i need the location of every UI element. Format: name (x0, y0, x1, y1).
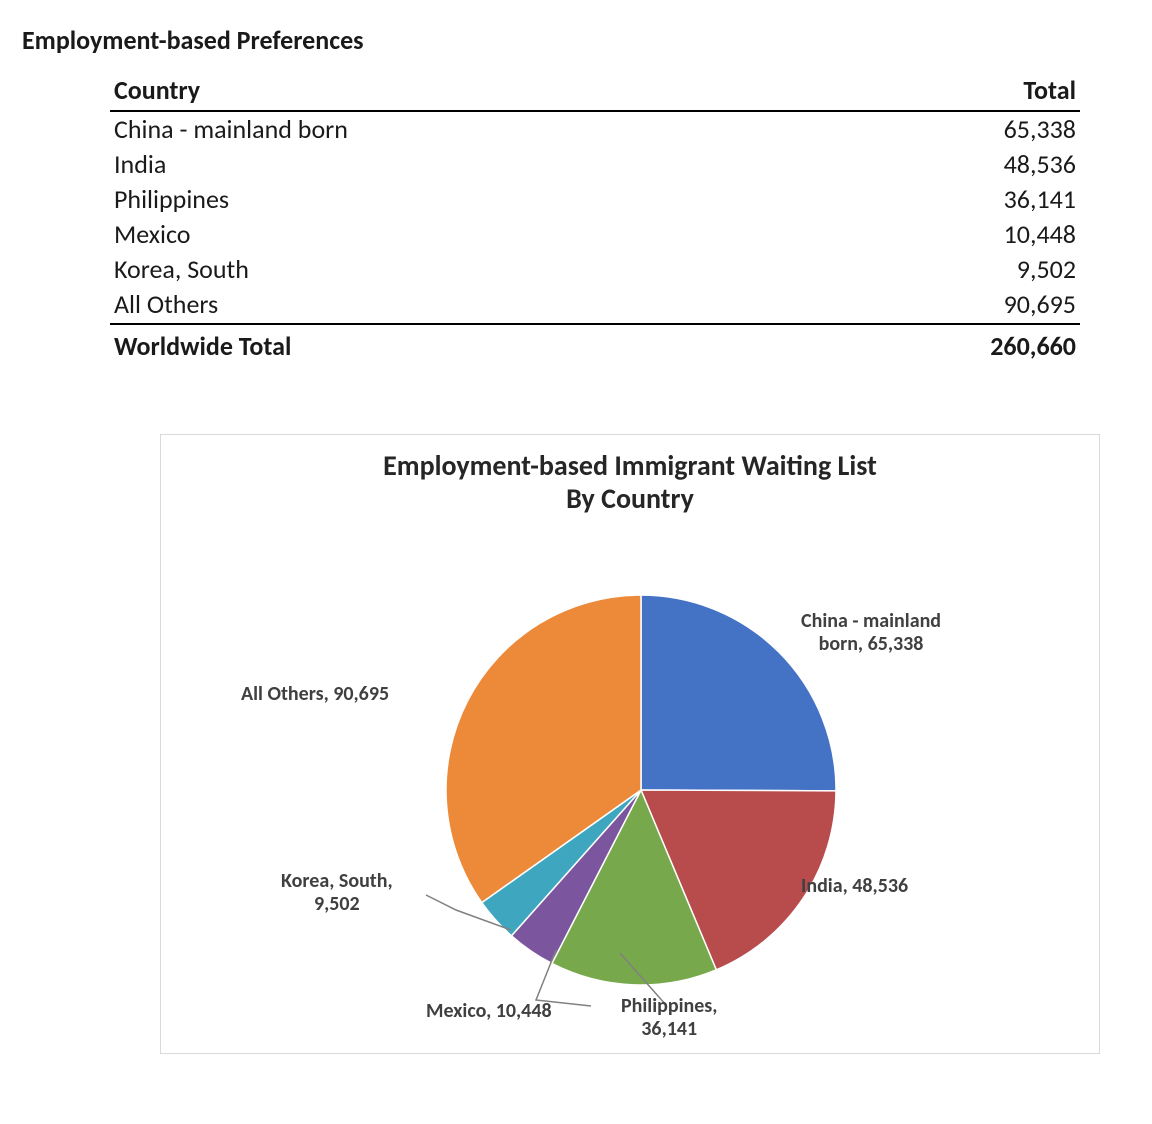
table-row: Korea, South9,502 (110, 252, 1080, 287)
cell-total: 65,338 (809, 111, 1080, 147)
pie-data-label: Philippines,36,141 (621, 995, 717, 1041)
cell-total: 36,141 (809, 182, 1080, 217)
cell-total: 48,536 (809, 147, 1080, 182)
pie-chart: Employment-based Immigrant Waiting List … (160, 434, 1100, 1054)
cell-total: 90,695 (809, 287, 1080, 323)
cell-country: Korea, South (110, 252, 809, 287)
cell-total: 9,502 (809, 252, 1080, 287)
data-table: Country Total China - mainland born65,33… (110, 72, 1080, 364)
table-row: Philippines36,141 (110, 182, 1080, 217)
col-header-country: Country (110, 72, 809, 111)
chart-title-line1: Employment-based Immigrant Waiting List (383, 448, 877, 483)
cell-country: Mexico (110, 217, 809, 252)
table-total-row: Worldwide Total260,660 (110, 324, 1080, 364)
pie-data-label: Mexico, 10,448 (426, 1000, 552, 1023)
cell-country: Worldwide Total (110, 324, 809, 364)
pie-data-label: India, 48,536 (801, 875, 908, 898)
col-header-total: Total (809, 72, 1080, 111)
cell-total: 10,448 (809, 217, 1080, 252)
pie-data-label: China - mainlandborn, 65,338 (801, 610, 941, 656)
cell-country: India (110, 147, 809, 182)
table-row: India48,536 (110, 147, 1080, 182)
chart-title: Employment-based Immigrant Waiting List … (161, 449, 1099, 516)
pie-svg (441, 590, 841, 990)
pie-data-label: All Others, 90,695 (241, 683, 389, 706)
table-row: China - mainland born65,338 (110, 111, 1080, 147)
chart-title-line2: By Country (566, 481, 694, 516)
table-row: Mexico10,448 (110, 217, 1080, 252)
cell-country: Philippines (110, 182, 809, 217)
cell-total: 260,660 (809, 324, 1080, 364)
pie-data-label: Korea, South,9,502 (281, 870, 393, 916)
cell-country: China - mainland born (110, 111, 809, 147)
table-row: All Others90,695 (110, 287, 1080, 323)
cell-country: All Others (110, 287, 809, 323)
section-title: Employment-based Preferences (22, 24, 1152, 56)
